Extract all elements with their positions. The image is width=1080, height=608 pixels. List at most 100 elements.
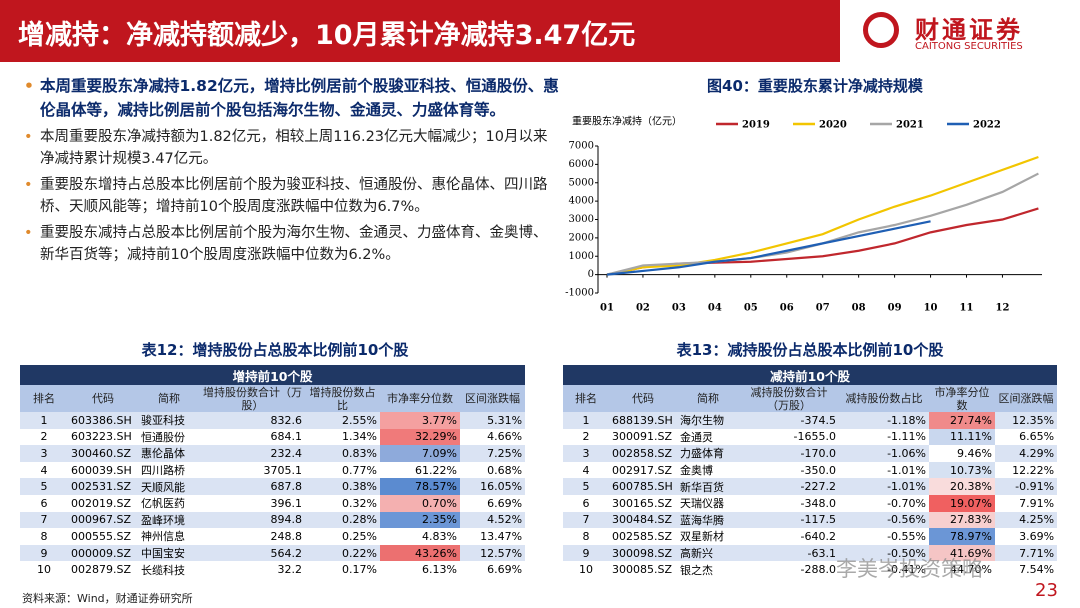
y-tick-label: 3000 xyxy=(569,214,594,225)
cell: -640.2 xyxy=(800,529,836,543)
cell: 7 xyxy=(20,511,68,529)
cell: 惠伦晶体 xyxy=(138,445,200,462)
x-tick-label: 11 xyxy=(960,303,974,314)
cell: 10.73% xyxy=(929,461,995,479)
row: 7 000967.SZ 盈峰环境 894.8 0.28% 2.35% 4.52% xyxy=(20,511,526,529)
cell: 13.47% xyxy=(480,529,523,543)
cell: 600039.SH xyxy=(71,463,132,477)
cell: 688139.SH xyxy=(609,412,677,429)
cell: 0.83% xyxy=(305,445,380,462)
column-header: 减持股份数合计（万股） xyxy=(739,385,839,412)
row: 3 002858.SZ 力盛体育 -170.0 -1.06% 9.46% 4.29% xyxy=(563,445,1058,462)
cell: 002879.SZ xyxy=(71,563,132,577)
bullet: 本周重要股东净减持1.82亿元，增持比例居前个股骏亚科技、恒通股份、惠伦晶体等，… xyxy=(20,74,560,122)
cell: 7.71% xyxy=(995,544,1058,562)
cell: 9 xyxy=(20,544,68,562)
cell: 6.69% xyxy=(487,563,523,577)
cell: 396.1 xyxy=(270,496,303,510)
y-tick-label: 6000 xyxy=(569,159,594,170)
cell: 2 xyxy=(582,430,590,444)
bullet: 本周重要股东净减持额为1.82亿元，相较上周116.23亿元大幅减少；10月以来… xyxy=(20,126,560,170)
cell: 2.35% xyxy=(380,511,460,529)
cell: -1.11% xyxy=(887,430,926,444)
legend-label: 2022 xyxy=(973,120,1001,131)
cell: 300091.SZ xyxy=(612,430,673,444)
cell: 9 xyxy=(563,544,609,562)
cell: -1.01% xyxy=(887,463,926,477)
x-tick-label: 06 xyxy=(780,303,794,314)
title-bar: 增减持：净减持额减少，10月累计净减持3.47亿元 xyxy=(0,0,840,62)
cell: -288.0 xyxy=(800,563,836,577)
cell: 蓝海华腾 xyxy=(677,511,739,529)
cell: 002585.SZ xyxy=(612,529,673,543)
column-header: 市净率分位数 xyxy=(929,385,995,412)
y-tick-label: 7000 xyxy=(569,141,594,152)
row: 2 300091.SZ 金通灵 -1655.0 -1.11% 11.11% 6.65% xyxy=(563,428,1057,446)
cell: 27.83% xyxy=(929,511,995,529)
cell: 832.6 xyxy=(200,412,305,429)
cell: 4.29% xyxy=(995,445,1058,462)
cell: 3 xyxy=(563,445,609,462)
cell: -1.18% xyxy=(839,412,929,429)
cell: 0.28% xyxy=(305,511,380,529)
column-header: 区间涨跌幅 xyxy=(995,385,1058,412)
cell: 5 xyxy=(563,478,609,495)
cell: 0.70% xyxy=(380,494,460,512)
legend-label: 2020 xyxy=(819,120,847,131)
row: 9 300098.SZ 高新兴 -63.1 -0.50% 41.69% 7.71% xyxy=(563,544,1058,562)
cell: 0.22% xyxy=(305,544,380,562)
cell: 5.31% xyxy=(460,412,526,429)
cell: 894.8 xyxy=(200,511,305,529)
cell: 11.11% xyxy=(929,428,995,446)
cell: 中国宝安 xyxy=(138,544,200,562)
y-tick-label: 2000 xyxy=(569,232,594,243)
cell: 300165.SZ xyxy=(612,496,673,510)
x-tick-label: 10 xyxy=(924,303,938,314)
cell: -350.0 xyxy=(800,463,836,477)
cell: 2.55% xyxy=(305,412,380,429)
table: 增持前10个股 排名 代码 简称 增持股份数合计（万股） 增持股份数占比 市净率分位数 区间涨… xyxy=(20,365,526,578)
x-tick-label: 05 xyxy=(744,303,758,314)
cell: 7.54% xyxy=(1019,563,1055,577)
cell: 300484.SZ xyxy=(609,511,677,529)
row: 1 603386.SH 骏亚科技 832.6 2.55% 3.77% 5.31% xyxy=(20,412,526,429)
row: 3 300460.SZ 惠伦晶体 232.4 0.83% 7.09% 7.25% xyxy=(20,445,526,462)
cell: 天顺风能 xyxy=(138,478,200,495)
cell: 神州信息 xyxy=(141,530,185,544)
cell: 20.38% xyxy=(929,478,995,495)
cell: 8 xyxy=(40,529,48,543)
cell: 5 xyxy=(20,478,68,495)
cell: 603386.SH xyxy=(68,412,138,429)
cell: 300460.SZ xyxy=(68,445,138,462)
cell: 10 xyxy=(579,563,593,577)
cell: 0.38% xyxy=(305,478,380,495)
x-tick-label: 03 xyxy=(672,303,686,314)
group-header: 增持前10个股 xyxy=(20,365,526,385)
column-header: 排名 xyxy=(20,385,68,412)
cell: 3 xyxy=(20,445,68,462)
cell: 银之杰 xyxy=(680,563,713,577)
cell: -117.5 xyxy=(739,511,839,529)
cell: 12.22% xyxy=(1012,463,1055,477)
cell: 6 xyxy=(40,496,48,510)
source: 资料来源：Wind，财通证券研究所 xyxy=(22,592,193,605)
group-header: 减持前10个股 xyxy=(563,365,1058,385)
series-line xyxy=(606,155,1039,276)
cell: 金奥博 xyxy=(680,464,713,478)
series-line xyxy=(606,220,931,276)
cell: 78.97% xyxy=(929,528,995,545)
cell: 000555.SZ xyxy=(71,529,132,543)
y-tick-label: 5000 xyxy=(569,177,594,188)
logo-cn: 财通证券 xyxy=(915,16,1023,44)
column-header: 简称 xyxy=(138,385,200,412)
cell: 000967.SZ xyxy=(68,511,138,529)
cell: 684.1 xyxy=(270,430,303,444)
cell: 0.17% xyxy=(342,563,377,577)
cell: -170.0 xyxy=(739,445,839,462)
cell: -1655.0 xyxy=(793,430,836,444)
cell: 9.46% xyxy=(929,445,995,462)
cell: 3.69% xyxy=(1019,529,1055,543)
cell: 1 xyxy=(563,412,609,429)
cell: -1.01% xyxy=(839,478,929,495)
cell: 002019.SZ xyxy=(71,496,132,510)
